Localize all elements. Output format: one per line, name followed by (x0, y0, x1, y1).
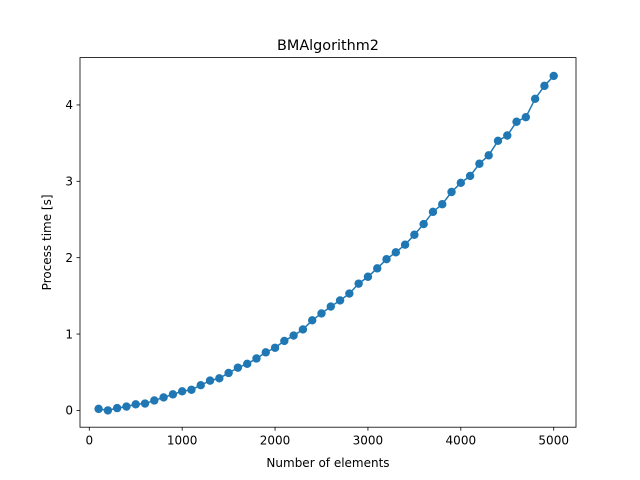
y-axis-label: Process time [s] (40, 194, 54, 290)
data-point (345, 289, 354, 298)
data-point (103, 406, 113, 415)
data-point (363, 272, 373, 281)
data-point (131, 400, 140, 409)
chart-title: BMAlgorithm2 (277, 38, 379, 54)
data-point (224, 368, 233, 378)
data-point (252, 354, 261, 363)
data-point (122, 402, 131, 411)
x-tick-label: 5000 (538, 434, 569, 448)
x-tick-label: 3000 (353, 434, 384, 448)
data-point (493, 136, 503, 146)
data-point (308, 316, 317, 325)
x-axis: 0 1000 2000 3000 4000 5000 (85, 427, 569, 448)
data-point (280, 336, 289, 346)
data-point (140, 399, 150, 408)
data-point (521, 112, 531, 122)
data-point (438, 200, 447, 209)
data-point (503, 131, 512, 140)
data-point (456, 178, 466, 188)
data-point (410, 230, 419, 239)
data-point (177, 387, 187, 396)
data-point (326, 302, 335, 311)
data-point (196, 381, 205, 390)
data-point (112, 403, 122, 413)
data-point (289, 331, 298, 340)
data-point (540, 81, 549, 91)
data-point (428, 207, 438, 217)
data-point (419, 219, 428, 229)
data-point (261, 348, 270, 357)
y-tick-label: 4 (65, 98, 73, 112)
data-point (94, 404, 103, 414)
x-tick-label: 1000 (167, 434, 198, 448)
data-point (270, 343, 280, 352)
x-axis-label: Number of elements (266, 456, 389, 470)
data-point (298, 325, 308, 334)
data-point (400, 240, 410, 249)
y-tick-label: 3 (65, 175, 73, 189)
data-point (205, 376, 215, 385)
y-tick-label: 0 (65, 404, 73, 418)
x-tick-label: 0 (85, 434, 93, 448)
data-point (354, 279, 363, 288)
data-point (447, 187, 456, 197)
plot-area (94, 71, 558, 415)
data-point (317, 309, 326, 318)
data-point (159, 393, 168, 402)
data-point (549, 71, 558, 81)
data-point (242, 359, 252, 369)
data-point (530, 94, 540, 104)
data-point (150, 396, 159, 405)
y-tick-label: 1 (65, 327, 73, 341)
data-point (382, 255, 391, 264)
data-point (475, 159, 484, 168)
y-axis: 0 1 2 3 4 (65, 98, 80, 418)
x-tick-label: 2000 (260, 434, 291, 448)
data-point (187, 385, 196, 394)
data-point (335, 296, 345, 305)
y-tick-label: 2 (65, 251, 73, 265)
data-point (215, 374, 224, 383)
x-tick-label: 4000 (446, 434, 477, 448)
data-point (512, 117, 521, 126)
data-point (233, 363, 243, 372)
axes-frame (79, 57, 577, 428)
data-point (373, 264, 382, 273)
data-point (391, 248, 401, 257)
data-point (484, 151, 493, 160)
data-point (168, 390, 178, 399)
data-point (465, 171, 475, 181)
